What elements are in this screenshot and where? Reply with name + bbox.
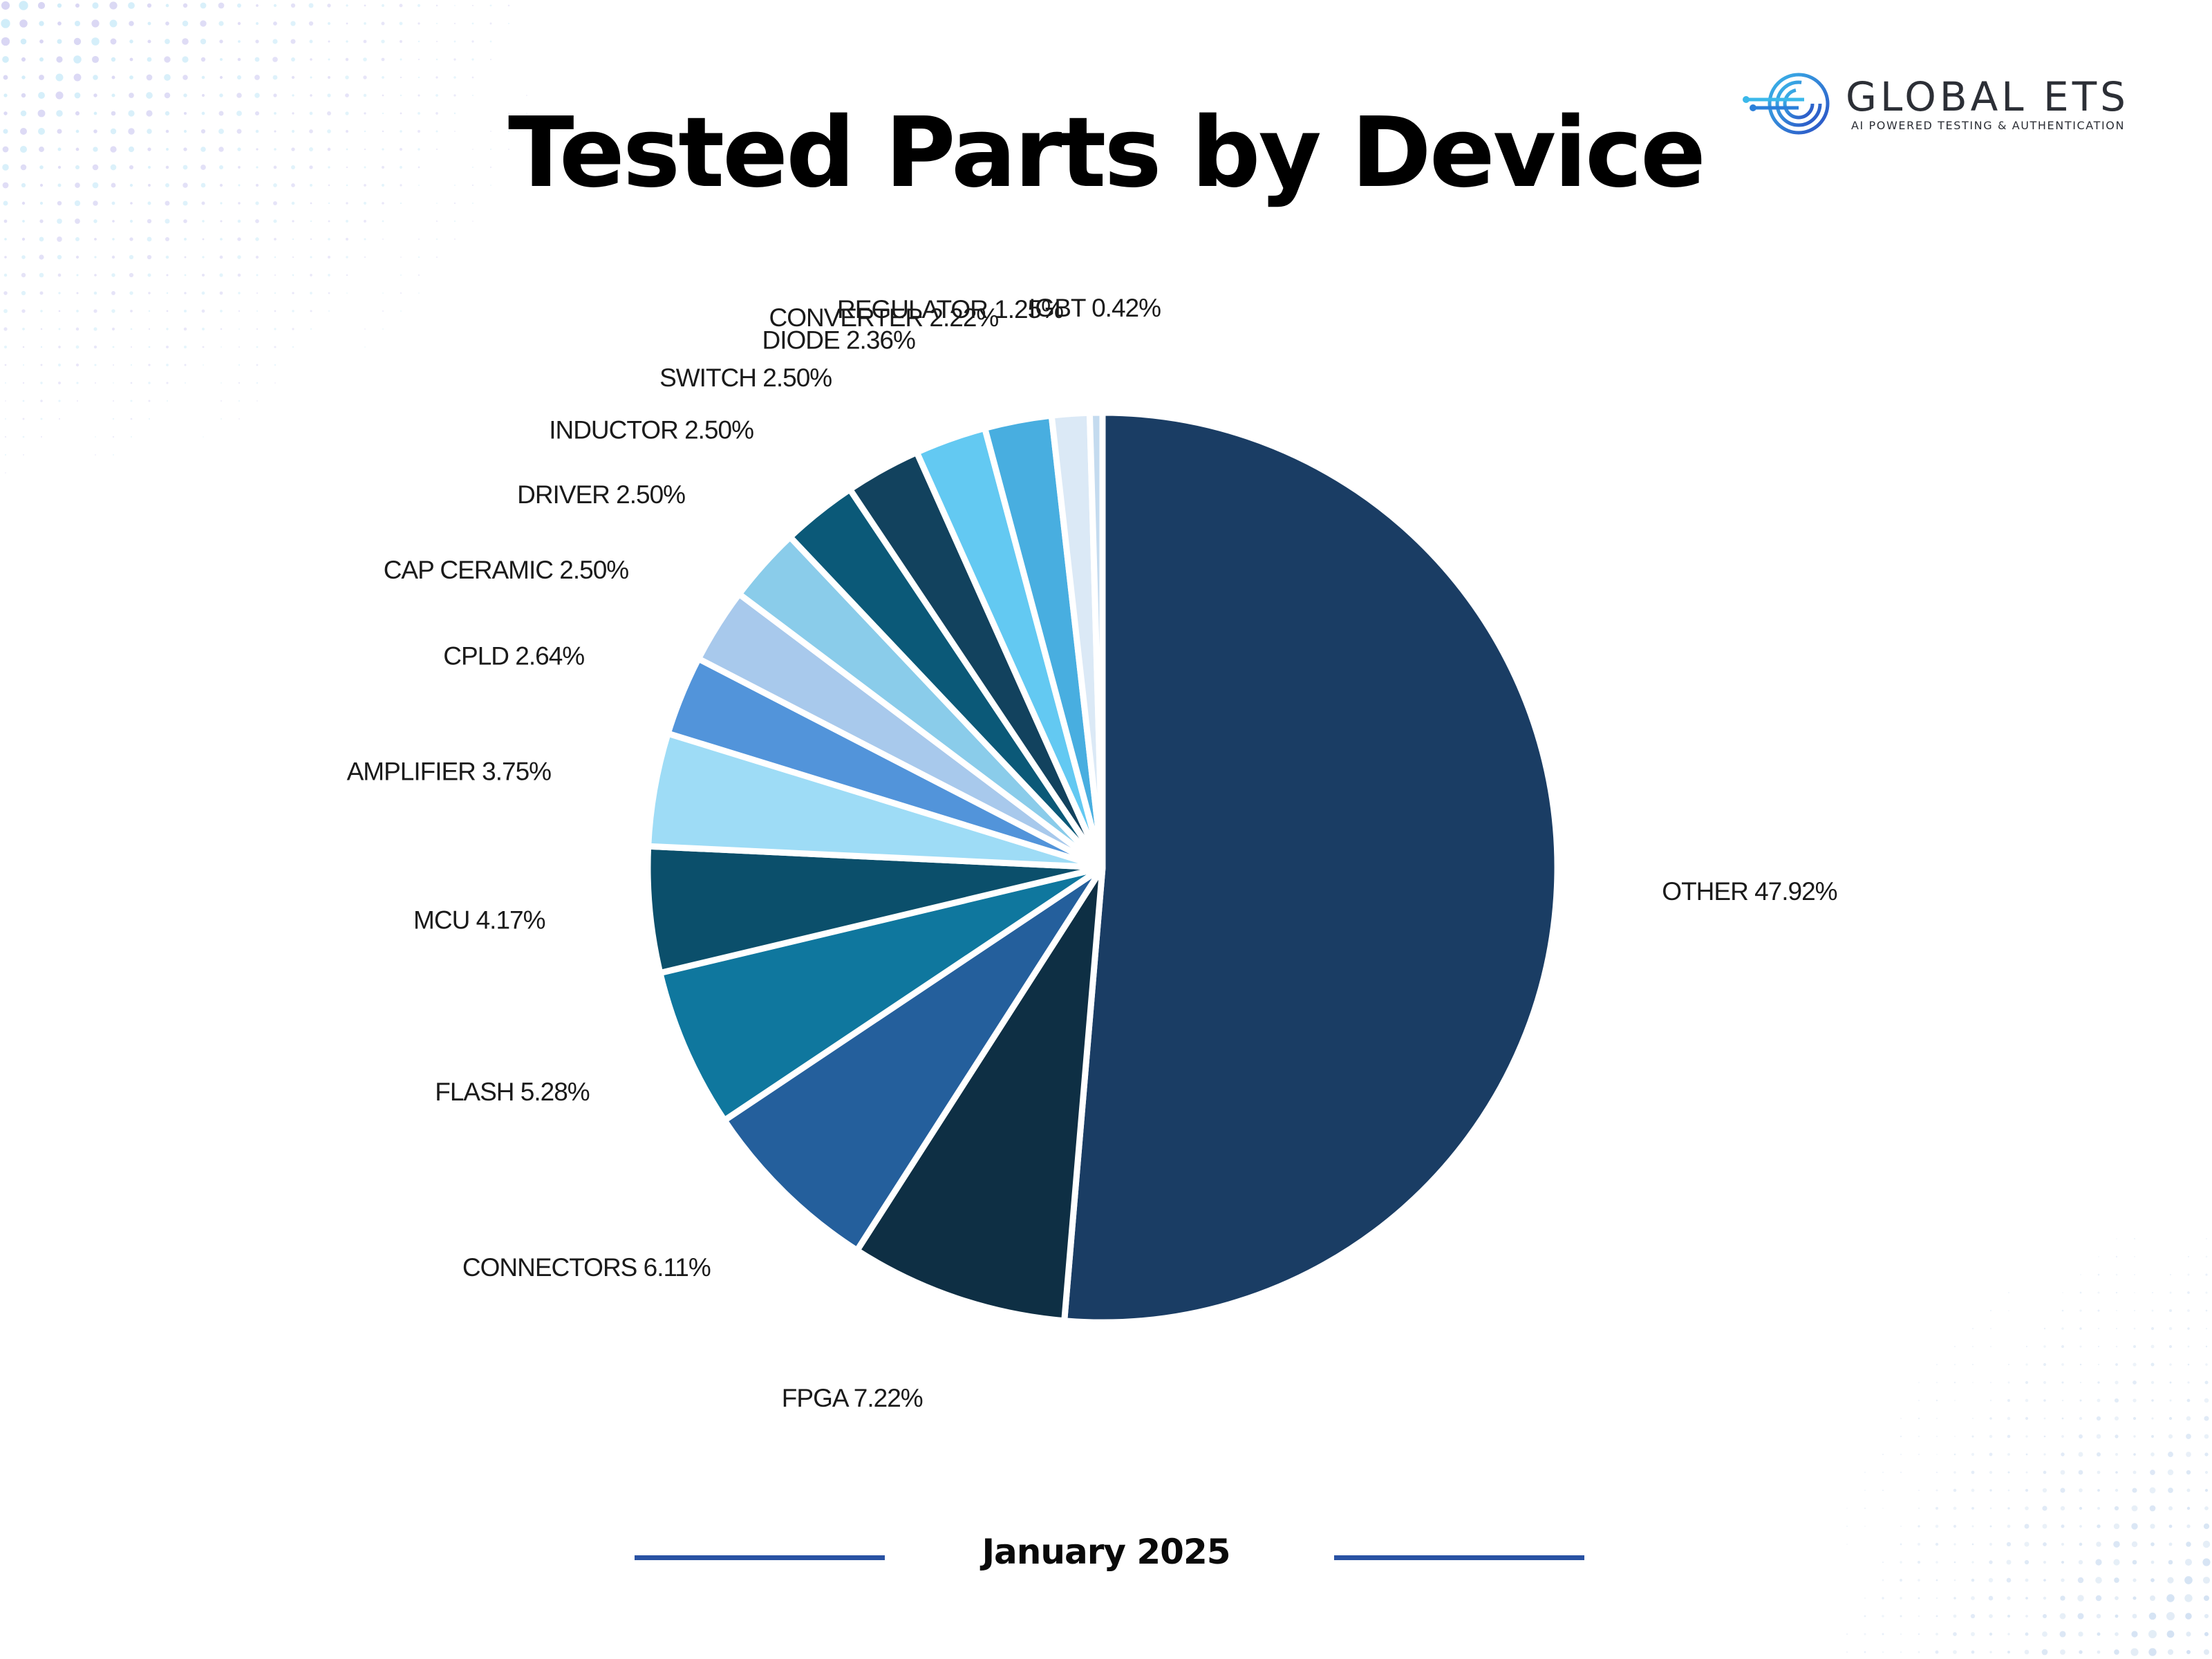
brand-tagline: AI POWERED TESTING & AUTHENTICATION — [1851, 119, 2126, 132]
slice-label: OTHER 47.92% — [1662, 877, 1837, 906]
footer-line-right — [1334, 1555, 1584, 1560]
page-title: Tested Parts by Device — [508, 97, 1706, 209]
slice-label: FLASH 5.28% — [435, 1078, 590, 1106]
pie-slice-flash — [657, 864, 1106, 1124]
slice-label: CPLD 2.64% — [443, 642, 584, 671]
slice-label: CAP CERAMIC 2.50% — [384, 556, 629, 584]
slice-label: DIODE 2.36% — [762, 326, 915, 355]
pie-slice-igbt — [1086, 409, 1106, 871]
brand-name: GLOBAL ETS — [1846, 73, 2129, 120]
pie-slice-fpga — [854, 864, 1106, 1324]
slice-label: DRIVER 2.50% — [517, 480, 685, 509]
slice-label: IGBT 0.42% — [1029, 294, 1161, 322]
report-period: January 2025 — [982, 1532, 1230, 1572]
slice-label: FPGA 7.22% — [782, 1384, 923, 1412]
slice-label: INDUCTOR 2.50% — [549, 416, 753, 444]
slice-label: MCU 4.17% — [413, 906, 545, 935]
footer-line-left — [635, 1555, 885, 1560]
slice-label: SWITCH 2.50% — [659, 364, 832, 392]
pie-slice-other — [1061, 409, 1561, 1326]
slice-label: AMPLIFIER 3.75% — [347, 758, 552, 786]
slice-label: CONVERTER 2.22% — [769, 303, 998, 332]
brand-logo: GLOBAL ETS AI POWERED TESTING & AUTHENTI… — [1742, 69, 2157, 138]
circuit-g-icon — [1743, 73, 1830, 135]
pie-slice-connectors — [721, 864, 1106, 1254]
slice-label: CONNECTORS 6.11% — [462, 1253, 711, 1282]
slice-label: REGULATOR 1.25% — [837, 295, 1063, 324]
